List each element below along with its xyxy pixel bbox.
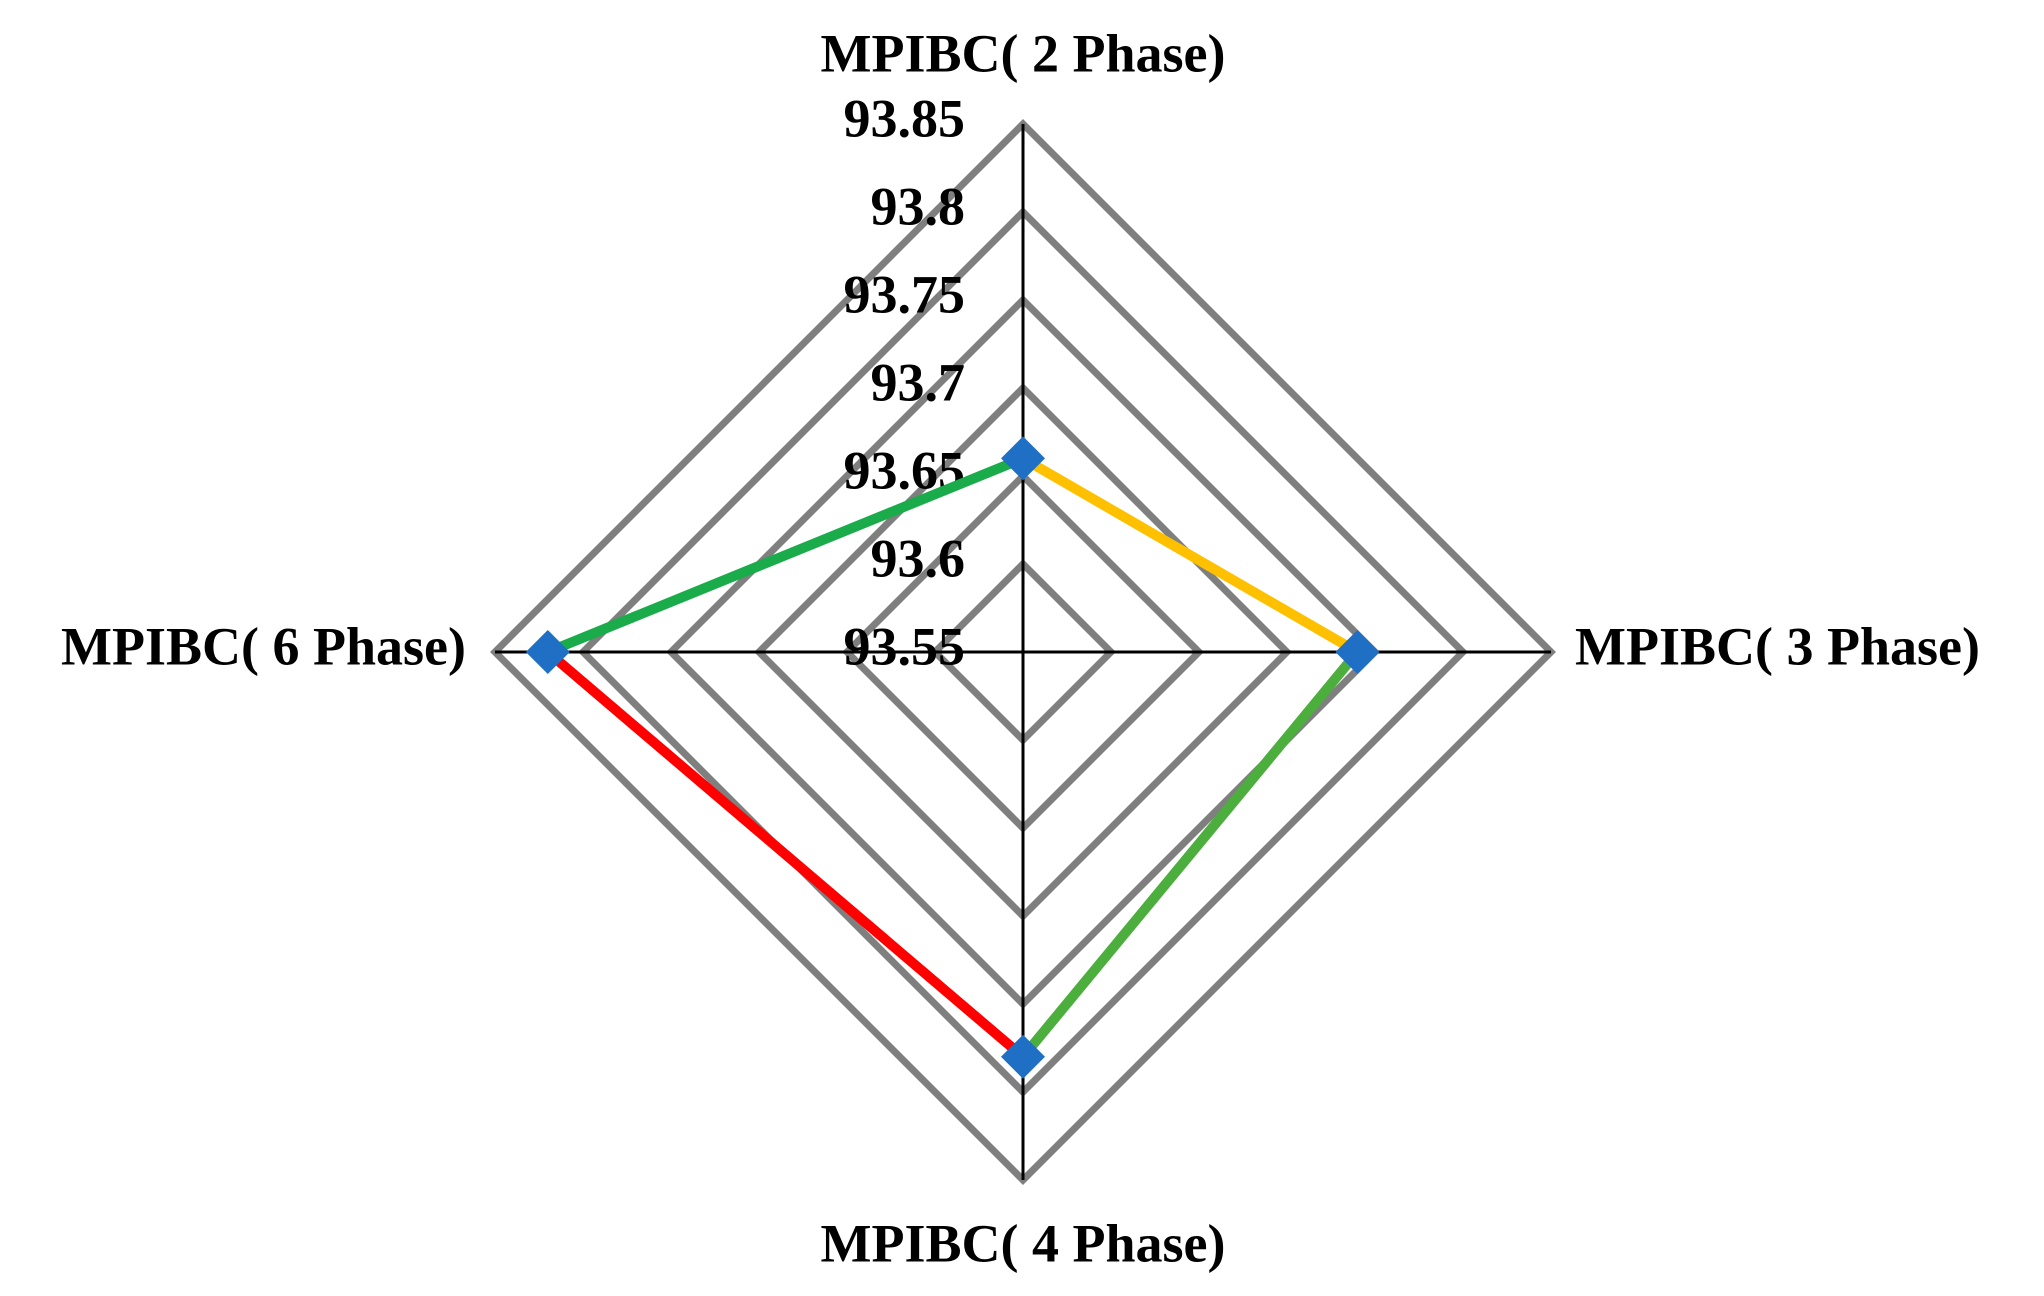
r-tick-label: 93.75 [844,264,966,324]
category-label: MPIBC( 3 Phase) [1575,616,1980,676]
marker [1335,630,1380,674]
marker [525,630,570,674]
series-segment [1018,453,1363,657]
series-segment [542,453,1028,657]
marker [1001,436,1045,481]
r-tick-label: 93.85 [844,88,966,148]
r-tick-label: 93.7 [871,352,966,412]
r-tick-label: 93.6 [871,528,966,588]
category-label: MPIBC( 6 Phase) [61,616,466,676]
r-tick-label: 93.55 [844,616,966,676]
category-label: MPIBC( 2 Phase) [821,23,1226,83]
series-segment [542,647,1028,1062]
r-tick-label: 93.8 [871,176,966,236]
marker [1001,1034,1045,1079]
series-segment [1018,647,1363,1062]
category-label: MPIBC( 4 Phase) [821,1213,1226,1273]
